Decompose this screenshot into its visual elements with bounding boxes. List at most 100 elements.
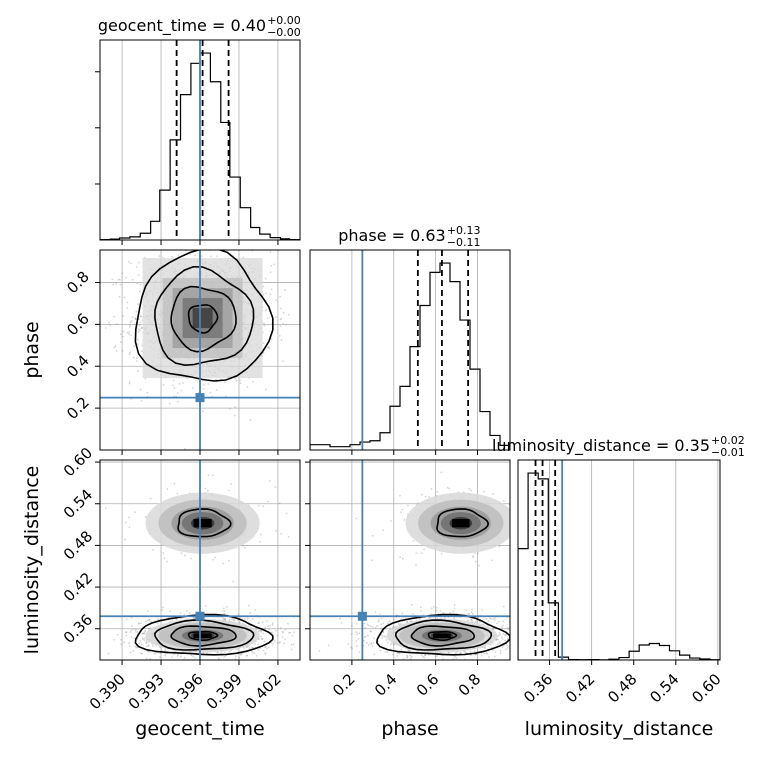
sample-point — [370, 625, 372, 628]
sample-point — [259, 540, 262, 543]
sample-point — [406, 655, 409, 658]
sample-point — [128, 381, 131, 383]
sample-point — [472, 556, 475, 559]
sample-point — [255, 654, 258, 657]
sample-point — [435, 610, 438, 612]
sample-point — [166, 560, 168, 563]
sample-point — [400, 648, 403, 651]
sample-point — [442, 612, 445, 615]
sample-point — [242, 662, 244, 664]
sample-point — [132, 356, 135, 359]
sample-point — [252, 380, 254, 383]
sample-point — [163, 557, 166, 560]
panel-phase-vs-luminosity_distance: 0.2 0.4 0.6 0.8 — [305, 459, 531, 700]
sample-point — [264, 652, 267, 655]
sample-point — [216, 255, 219, 258]
y-tick-label: 0.54 — [60, 486, 96, 522]
sample-point — [125, 521, 127, 524]
sample-point — [501, 646, 504, 649]
sample-point — [157, 618, 160, 621]
sample-point — [464, 651, 467, 654]
sample-point — [128, 261, 130, 263]
sample-point — [266, 647, 268, 650]
sample-point — [505, 643, 508, 646]
sample-point — [233, 414, 236, 417]
sample-point — [153, 652, 156, 655]
sample-point — [280, 339, 283, 341]
sample-point — [98, 654, 100, 656]
sample-point — [495, 639, 498, 641]
sample-point — [497, 638, 500, 641]
sample-point — [144, 620, 147, 623]
sample-point — [138, 290, 141, 293]
sample-point — [128, 331, 131, 333]
sample-point — [267, 625, 269, 628]
sample-point — [148, 618, 151, 621]
sample-point — [260, 201, 262, 203]
sample-point — [157, 622, 159, 625]
sample-point — [133, 345, 136, 348]
sample-point — [129, 629, 132, 632]
sample-point — [222, 617, 225, 620]
sample-point — [144, 377, 147, 380]
sample-point — [529, 656, 531, 658]
sample-point — [484, 647, 486, 649]
sample-point — [372, 641, 375, 644]
sample-point — [290, 648, 293, 651]
sample-point — [367, 634, 369, 637]
sample-point — [159, 656, 161, 658]
sample-point — [428, 617, 430, 620]
sample-point — [493, 619, 496, 622]
sample-point — [144, 630, 147, 633]
sample-point — [134, 645, 137, 648]
sample-point — [366, 623, 369, 626]
sample-point — [137, 370, 139, 373]
sample-point — [121, 349, 124, 352]
sample-point — [147, 644, 150, 646]
sample-point — [188, 245, 190, 247]
x-tick-label: 0.48 — [604, 670, 640, 706]
sample-point — [382, 622, 385, 625]
sample-point — [210, 255, 212, 258]
sample-point — [524, 552, 526, 554]
sample-point — [221, 610, 224, 612]
sample-point — [189, 253, 192, 255]
ylabel-luminosity_distance: luminosity_distance — [21, 466, 43, 655]
sample-point — [118, 295, 121, 298]
sample-point — [180, 552, 183, 555]
sample-point — [284, 628, 287, 631]
x-tick-label: 0.393 — [125, 670, 168, 713]
sample-point — [385, 636, 387, 639]
sample-point — [209, 391, 212, 394]
sample-point — [318, 650, 321, 652]
density-block — [192, 308, 213, 329]
sample-point — [137, 338, 139, 341]
sample-point — [234, 234, 236, 236]
sample-point — [145, 657, 148, 660]
sample-point — [180, 617, 182, 620]
sample-point — [370, 630, 372, 633]
sample-point — [428, 496, 431, 498]
sample-point — [379, 613, 381, 616]
sample-point — [289, 632, 292, 634]
sample-point — [122, 315, 125, 317]
sample-point — [367, 624, 370, 627]
sample-point — [204, 487, 207, 490]
sample-point — [179, 612, 182, 615]
sample-point — [264, 627, 267, 630]
sample-point — [194, 657, 196, 659]
sample-point — [214, 556, 217, 559]
sample-point — [158, 255, 161, 258]
histogram-step-phase — [310, 262, 510, 450]
sample-point — [398, 661, 400, 663]
contour-level-2 — [170, 625, 237, 647]
sample-point — [116, 633, 119, 636]
sample-point — [455, 657, 458, 660]
sample-point — [273, 263, 276, 266]
sample-point — [234, 655, 237, 658]
x-tick-label: 0.402 — [242, 670, 285, 713]
sample-point — [145, 640, 148, 642]
sample-point — [112, 283, 115, 286]
sample-point — [473, 650, 476, 653]
